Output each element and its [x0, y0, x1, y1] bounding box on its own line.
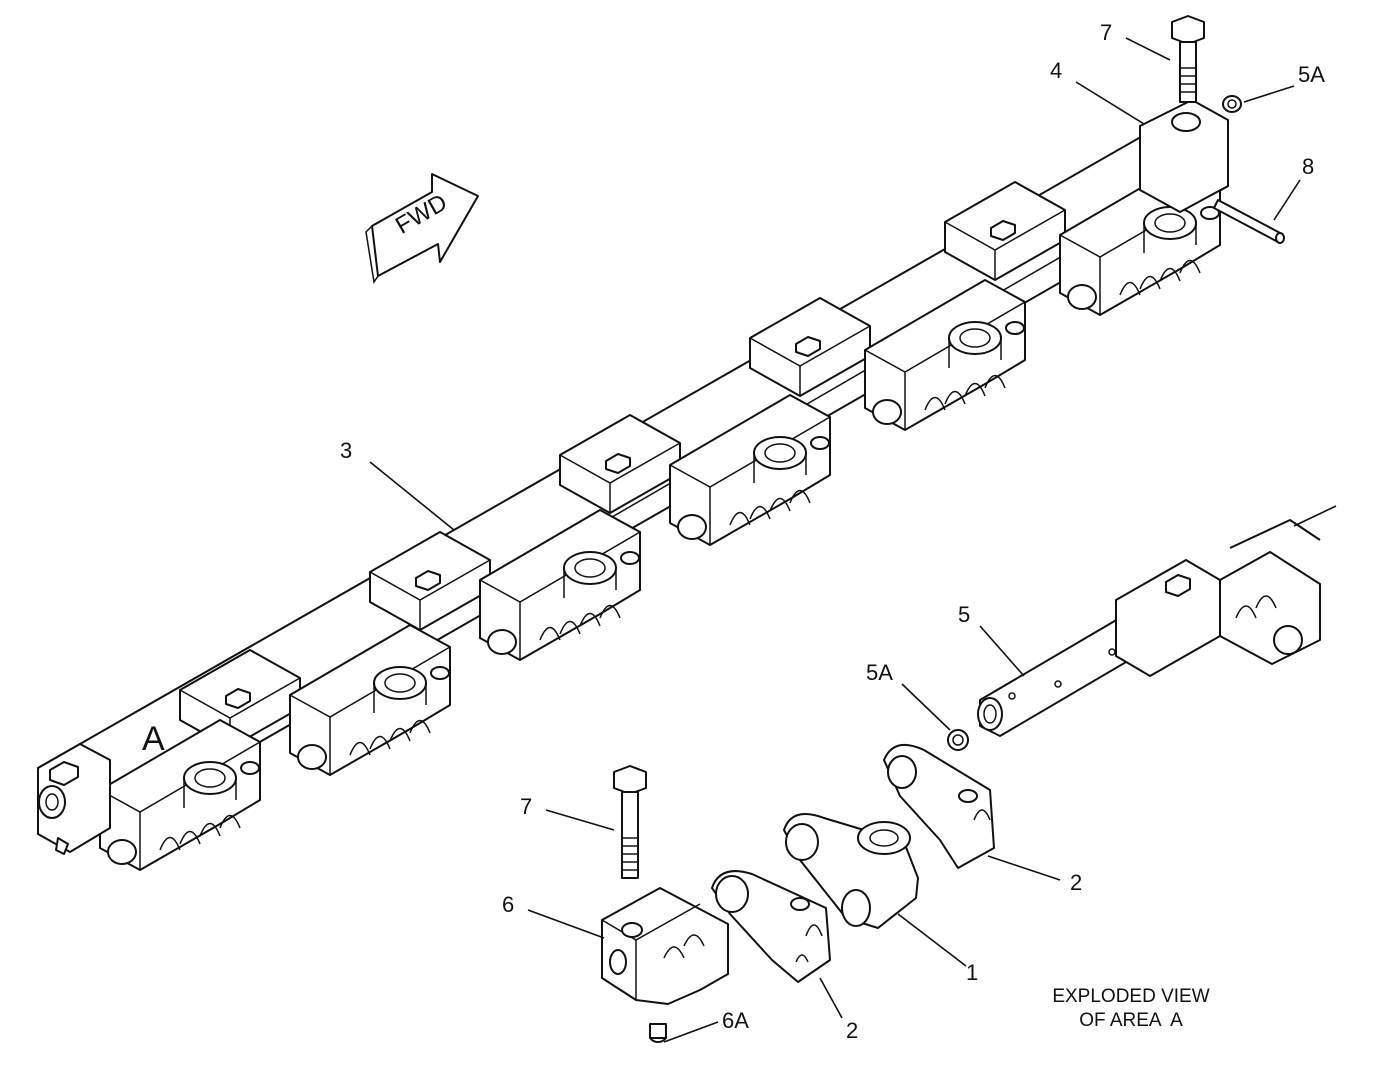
area-a-marker: A — [142, 720, 165, 758]
plug-5a-top — [1222, 95, 1242, 113]
callout-5a-middle: 5A — [866, 660, 893, 685]
callout-7-top: 7 — [1100, 20, 1113, 45]
leader-lines — [369, 37, 1337, 1043]
callout-6a: 6A — [722, 1008, 749, 1033]
caption-line-1: EXPLODED VIEW — [1052, 986, 1210, 1007]
rocker-arm-2-right — [883, 743, 995, 869]
plug-5a-middle — [947, 729, 969, 751]
callout-8: 8 — [1302, 154, 1315, 179]
end-bracket-6 — [601, 887, 729, 1005]
callout-7-bottom: 7 — [520, 794, 533, 819]
callout-4: 4 — [1050, 58, 1063, 83]
shaft-5 — [977, 519, 1321, 737]
caption-line-2: OF AREA A — [1079, 1009, 1183, 1031]
rocker-arm-2-bottom — [711, 870, 831, 983]
exploded-view-caption: EXPLODED VIEW OF AREA A — [1026, 985, 1236, 1033]
callout-5: 5 — [958, 602, 971, 627]
bolt-bottom — [613, 765, 647, 879]
callout-2-bottom: 2 — [846, 1018, 859, 1043]
callout-1: 1 — [966, 960, 979, 985]
callout-6: 6 — [502, 892, 515, 917]
callout-5a-top: 5A — [1298, 62, 1325, 87]
pin-8 — [1213, 199, 1285, 244]
forward-direction-arrow — [365, 173, 479, 285]
callout-2-right: 2 — [1070, 870, 1083, 895]
rocker-arm-1 — [783, 813, 919, 929]
plug-6a — [649, 1023, 667, 1043]
bolt-top — [1171, 15, 1205, 103]
callout-3: 3 — [340, 438, 353, 463]
rocker-shaft-assembly — [37, 99, 1229, 871]
